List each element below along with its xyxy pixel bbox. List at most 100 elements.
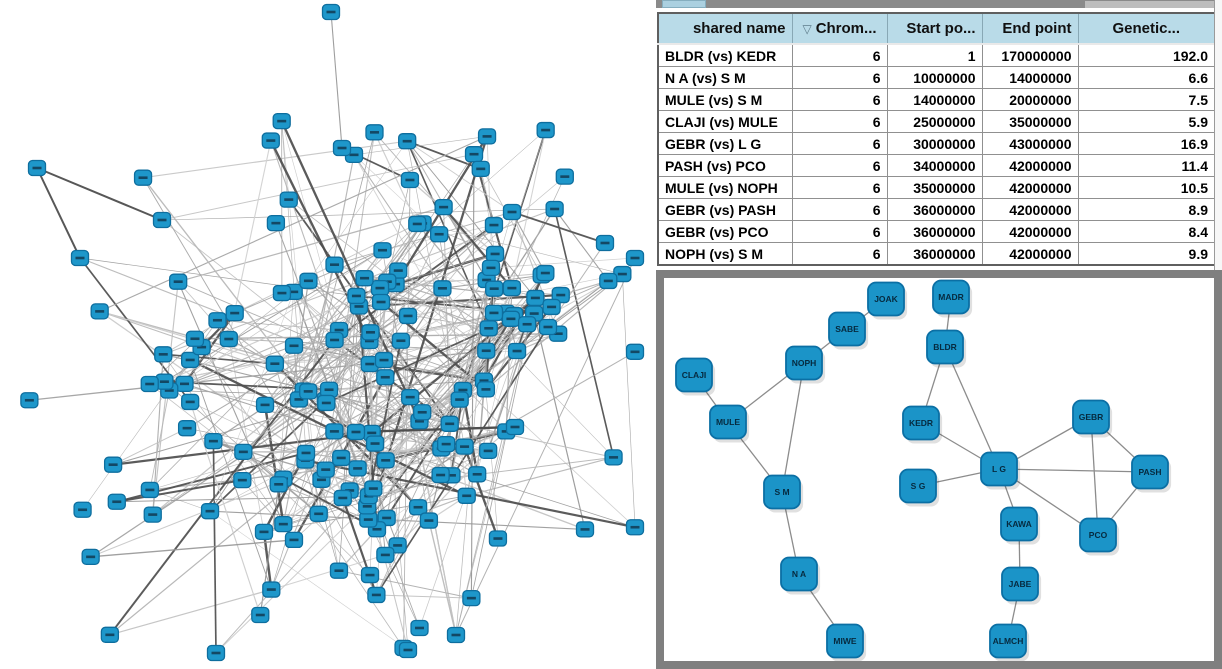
table-cell[interactable]: 20000000 bbox=[981, 88, 1079, 111]
table-cell[interactable]: 35000000 bbox=[981, 110, 1079, 133]
vertical-scrollbar-track[interactable] bbox=[1214, 0, 1222, 270]
network-node[interactable] bbox=[431, 466, 450, 484]
network-node[interactable] bbox=[604, 449, 623, 466]
table-cell[interactable]: 192.0 bbox=[1077, 43, 1216, 67]
network-node[interactable] bbox=[625, 343, 645, 360]
network-node[interactable] bbox=[309, 505, 328, 522]
network-node[interactable] bbox=[360, 355, 379, 373]
network-node[interactable]: JABE bbox=[1001, 566, 1042, 605]
table-cell[interactable]: GEBR (vs) PCO bbox=[657, 220, 793, 243]
table-row[interactable]: NOPH (vs) S M 6 36000000 42000000 9.9 bbox=[657, 242, 1216, 266]
network-node[interactable] bbox=[175, 375, 194, 392]
table-cell[interactable]: 43000000 bbox=[981, 132, 1079, 155]
table-row[interactable]: GEBR (vs) PCO 6 36000000 42000000 8.4 bbox=[657, 220, 1216, 243]
network-node[interactable] bbox=[332, 139, 352, 157]
network-node[interactable] bbox=[73, 501, 92, 518]
network-node[interactable] bbox=[296, 444, 316, 462]
network-node[interactable] bbox=[325, 331, 344, 349]
network-node[interactable] bbox=[481, 259, 501, 277]
table-cell[interactable]: 1 bbox=[886, 43, 983, 67]
table-cell[interactable]: 6 bbox=[791, 66, 888, 89]
network-node[interactable] bbox=[555, 168, 574, 185]
network-edge[interactable] bbox=[944, 346, 1000, 470]
network-node[interactable]: BLDR bbox=[926, 329, 967, 368]
network-node[interactable] bbox=[457, 487, 476, 504]
network-node[interactable] bbox=[140, 375, 159, 393]
column-header-4[interactable]: Genetic... bbox=[1077, 12, 1216, 45]
network-node[interactable] bbox=[284, 531, 304, 549]
table-cell[interactable]: 6 bbox=[791, 220, 888, 243]
network-node[interactable] bbox=[450, 391, 469, 408]
network-node[interactable] bbox=[284, 337, 304, 354]
network-node[interactable] bbox=[333, 489, 352, 507]
network-node[interactable] bbox=[219, 330, 238, 348]
network-node[interactable] bbox=[484, 216, 504, 234]
network-node[interactable] bbox=[261, 132, 280, 149]
table-cell[interactable]: 6.6 bbox=[1077, 66, 1216, 89]
network-node[interactable] bbox=[233, 471, 252, 489]
network-edge[interactable] bbox=[781, 362, 805, 493]
table-cell[interactable]: GEBR (vs) L G bbox=[657, 132, 793, 155]
table-cell[interactable]: 10.5 bbox=[1077, 176, 1216, 199]
network-node[interactable] bbox=[152, 211, 172, 229]
table-cell[interactable]: 35000000 bbox=[886, 176, 983, 199]
network-node[interactable]: PCO bbox=[1079, 517, 1120, 556]
table-cell[interactable]: 42000000 bbox=[981, 154, 1079, 177]
network-node[interactable]: GEBR bbox=[1072, 399, 1113, 438]
network-node[interactable] bbox=[103, 456, 123, 473]
network-node[interactable] bbox=[542, 298, 561, 316]
network-node[interactable] bbox=[433, 280, 452, 297]
network-node[interactable]: N A bbox=[780, 556, 821, 595]
network-node[interactable] bbox=[536, 121, 555, 139]
network-node[interactable] bbox=[140, 481, 160, 499]
table-cell[interactable]: 5.9 bbox=[1077, 110, 1216, 133]
network-node[interactable] bbox=[599, 272, 618, 290]
table-row[interactable]: PASH (vs) PCO 6 34000000 42000000 11.4 bbox=[657, 154, 1216, 177]
network-node[interactable] bbox=[479, 320, 498, 337]
network-node[interactable]: S M bbox=[763, 474, 804, 513]
column-header-3[interactable]: End point bbox=[981, 12, 1079, 45]
table-row[interactable]: BLDR (vs) KEDR 6 1 170000000 192.0 bbox=[657, 43, 1216, 67]
network-node[interactable] bbox=[365, 435, 385, 452]
network-node[interactable] bbox=[177, 420, 197, 437]
network-node[interactable] bbox=[299, 383, 318, 400]
network-node[interactable]: SABE bbox=[828, 311, 869, 350]
table-cell[interactable]: 6 bbox=[791, 88, 888, 111]
network-node[interactable] bbox=[517, 316, 537, 333]
network-node[interactable] bbox=[398, 641, 418, 659]
network-node[interactable] bbox=[154, 346, 173, 363]
table-row[interactable]: GEBR (vs) L G 6 30000000 43000000 16.9 bbox=[657, 132, 1216, 155]
network-node[interactable] bbox=[321, 3, 341, 21]
network-node[interactable] bbox=[410, 619, 429, 637]
network-node[interactable] bbox=[269, 476, 288, 493]
network-node[interactable] bbox=[370, 279, 390, 297]
table-cell[interactable]: CLAJI (vs) MULE bbox=[657, 110, 793, 133]
network-node[interactable]: L G bbox=[980, 451, 1021, 490]
network-node[interactable] bbox=[408, 215, 427, 233]
network-node[interactable] bbox=[208, 312, 227, 329]
network-node[interactable] bbox=[100, 626, 120, 643]
table-cell[interactable]: 42000000 bbox=[981, 220, 1079, 243]
network-node[interactable] bbox=[485, 245, 505, 263]
network-node[interactable] bbox=[355, 270, 374, 287]
network-node[interactable] bbox=[299, 272, 318, 289]
table-cell[interactable]: 25000000 bbox=[886, 110, 983, 133]
network-node[interactable] bbox=[185, 330, 205, 347]
network-node[interactable] bbox=[133, 169, 153, 186]
table-row[interactable]: CLAJI (vs) MULE 6 25000000 35000000 5.9 bbox=[657, 110, 1216, 133]
network-node[interactable] bbox=[316, 461, 335, 478]
network-node[interactable] bbox=[272, 112, 291, 130]
network-node[interactable] bbox=[408, 499, 428, 516]
subnetwork-view[interactable]: JOAK MADR SABE BLDR NOPH CLAJI MULE KEDR GEBR L G… bbox=[664, 278, 1214, 661]
network-node[interactable] bbox=[485, 280, 504, 297]
table-cell[interactable]: 42000000 bbox=[981, 242, 1079, 266]
network-node[interactable]: NOPH bbox=[785, 345, 826, 384]
network-node[interactable] bbox=[429, 226, 449, 243]
network-node[interactable] bbox=[502, 279, 522, 297]
network-node[interactable] bbox=[413, 404, 432, 421]
table-cell[interactable]: 11.4 bbox=[1077, 154, 1216, 177]
network-node[interactable] bbox=[348, 460, 367, 477]
network-node[interactable] bbox=[365, 124, 384, 141]
network-node[interactable]: JOAK bbox=[867, 281, 908, 320]
table-cell[interactable]: 16.9 bbox=[1077, 132, 1216, 155]
